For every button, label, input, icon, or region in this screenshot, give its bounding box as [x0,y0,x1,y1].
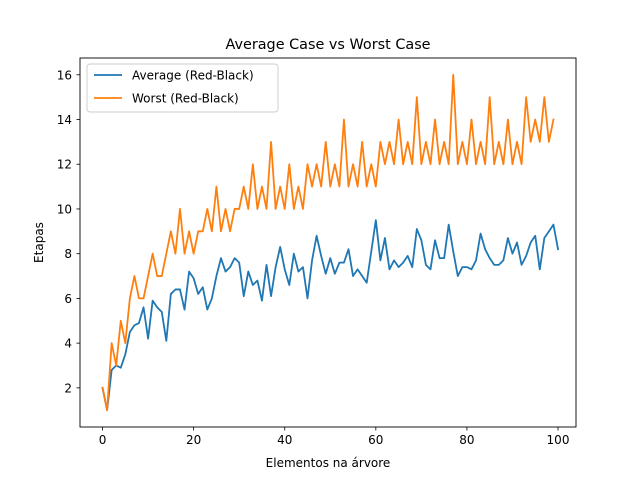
x-tick-label: 40 [277,433,292,447]
y-tick-label: 12 [57,158,72,172]
legend-box [86,63,279,113]
legend-label-average: Average (Red-Black) [132,69,254,83]
y-tick-label: 8 [64,247,72,261]
x-tick-label: 100 [547,433,570,447]
y-tick-label: 6 [64,292,72,306]
legend: Average (Red-Black) Worst (Red-Black) [86,63,279,113]
legend-label-worst: Worst (Red-Black) [132,92,239,106]
chart-title: Average Case vs Worst Case [225,37,430,53]
y-tick-label: 16 [57,68,72,82]
y-tick-label: 14 [57,113,72,127]
y-tick-label: 4 [64,337,72,351]
x-axis: 0 20 40 60 80 100 [99,427,570,447]
x-tick-label: 60 [368,433,383,447]
x-tick-label: 80 [459,433,474,447]
x-tick-label: 0 [99,433,107,447]
plot-frame [79,57,577,428]
x-tick-label: 20 [186,433,201,447]
series-line-worst [101,73,555,412]
series-layer [101,73,560,412]
x-axis-label: Elementos na árvore [266,456,391,470]
y-tick-label: 2 [64,381,72,395]
y-axis: 2 4 6 8 10 12 14 16 [57,68,80,395]
y-tick-label: 10 [57,202,72,216]
y-axis-label: Etapas [32,222,46,263]
series-line-average [101,219,560,412]
